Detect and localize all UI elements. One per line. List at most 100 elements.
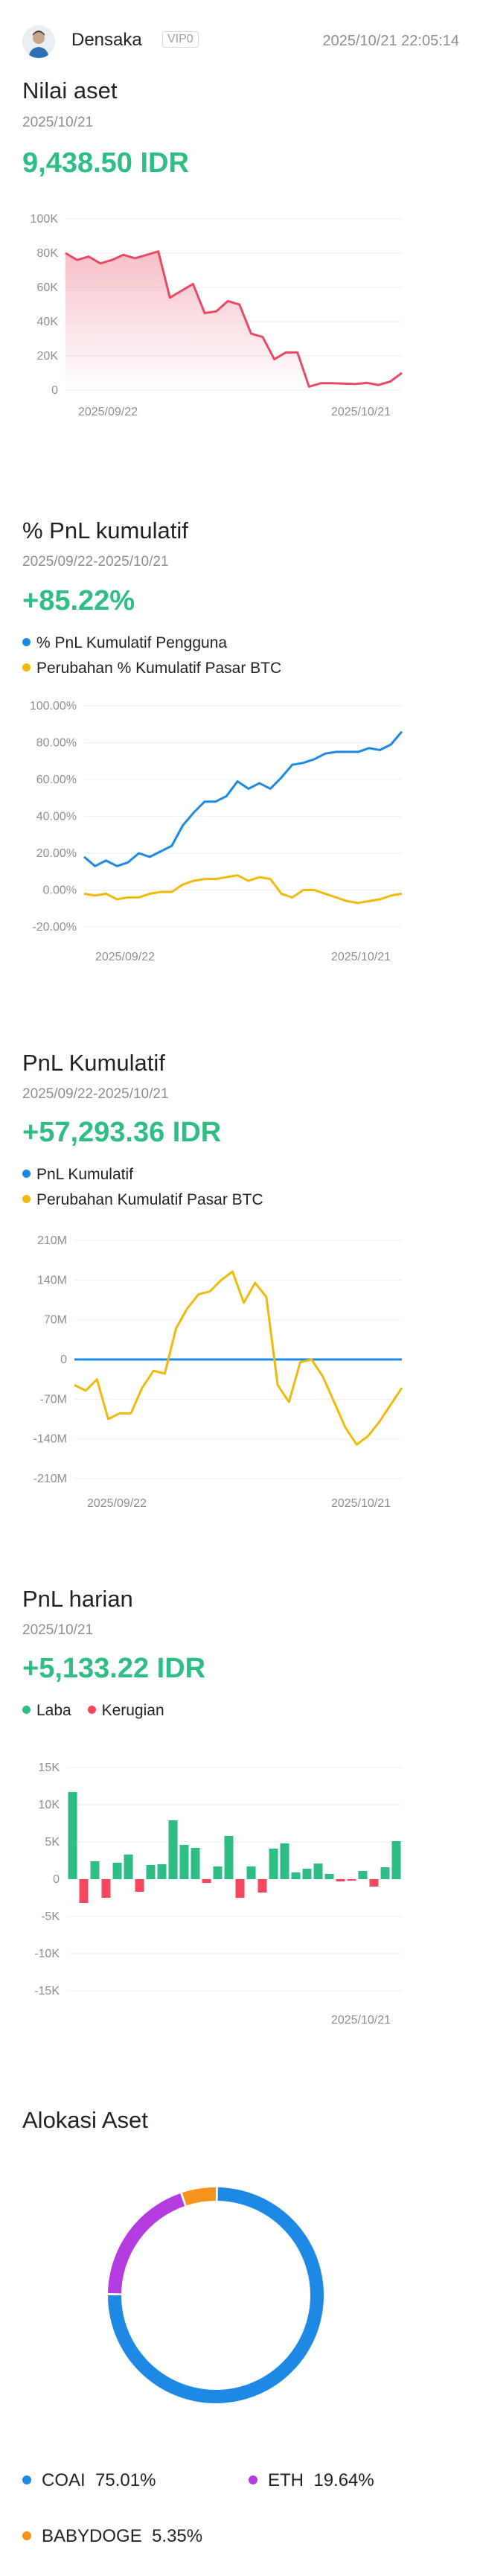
legend-dot-yellow [22,663,31,672]
bar [235,1879,245,1898]
bar [369,1879,379,1887]
y-tick-label: -140M [33,1433,67,1446]
asset-title: Nilai aset [22,77,118,103]
legend-dot-blue [22,637,31,646]
y-tick-label: 20K [37,350,59,363]
pnl-pct-date: 2025/09/22-2025/10/21 [22,554,169,570]
series-line-1 [65,250,403,388]
bar [358,1871,368,1879]
y-tick-label: -10K [34,1948,60,1960]
legend-label: Perubahan % Kumulatif Pasar BTC [36,660,282,677]
y-tick-label: -70M [40,1393,67,1406]
bar [391,1841,401,1879]
pnl-pct-chart: 100.00% 80.00% 60.00% 40.00% 20.00% 0.00% -20.… [30,700,403,963]
bar [191,1848,200,1879]
bar [101,1879,111,1898]
alloc-title: Alokasi Aset [22,2107,148,2133]
y-tick-label: -15K [34,1985,60,1998]
x-tick-label: 2025/10/21 [331,406,391,418]
bar [269,1849,278,1879]
x-tick-label: 2025/10/21 [331,951,391,963]
legend-item: PnL Kumulatif [22,1166,263,1184]
y-tick-label: 60K [37,281,59,294]
donut-slice-coai [108,2187,324,2403]
alloc-name: BABYDOGE [42,2526,142,2546]
y-tick-label: 60.00% [36,774,77,786]
donut-slice-eth [108,2193,185,2294]
pnl-daily-value: +5,133.22 IDR [22,1653,206,1684]
legend-item: Kerugian [87,1702,164,1720]
header: Densaka VIP0 2025/10/21 22:05:14 [0,0,480,82]
vip-badge: VIP0 [162,31,199,48]
y-tick-label: 40.00% [36,811,77,823]
avatar[interactable] [22,25,55,58]
pnl-cum-legend: PnL Kumulatif Perubahan Kumulatif Pasar … [22,1166,263,1217]
pnl-daily-date: 2025/10/21 [22,1622,94,1638]
bar [146,1865,156,1879]
y-tick-label: 100K [31,213,59,226]
bar [280,1843,289,1879]
pnl-cum-chart: 210M 140M 70M 0 -70M -140M -210M 2025/09/22 2025… [33,1234,403,1510]
bar [79,1879,89,1903]
y-tick-label: 5K [45,1836,60,1849]
legend-item: Perubahan % Kumulatif Pasar BTC [22,660,281,678]
bar [246,1866,256,1879]
y-tick-label: -20.00% [32,921,77,934]
bar [313,1864,323,1879]
pnl-pct-value: +85.22% [22,585,135,616]
asset-date: 2025/10/21 [22,115,94,130]
bar [213,1866,223,1879]
alloc-pct: 19.64% [313,2470,374,2490]
legend-label: Kerugian [101,1702,164,1719]
asset-section: Nilai aset 2025/10/21 9,438.50 IDR 100K 8… [0,0,480,491]
legend-item: Laba [22,1702,71,1720]
bar [347,1879,356,1881]
bar [380,1867,390,1879]
pnl-pct-section: % PnL kumulatif 2025/09/22-2025/10/21 +8… [0,0,480,1042]
series-line-1 [83,730,403,867]
pnl-cum-value: +57,293.36 IDR [22,1117,222,1148]
y-tick-label: 0.00% [43,884,77,897]
bar [168,1820,178,1879]
x-tick-label: 2025/09/22 [87,1497,147,1510]
legend-label: % PnL Kumulatif Pengguna [36,634,228,651]
y-tick-label: 140M [37,1274,67,1287]
y-tick-label: 80.00% [36,737,77,750]
alloc-donut-chart [108,2187,324,2403]
bar [324,1874,334,1879]
y-tick-label: 40K [37,316,59,328]
legend-dot-purple [249,2475,257,2484]
bar [291,1872,301,1879]
bar [336,1879,345,1881]
y-tick-label: -5K [41,1910,60,1923]
y-tick-label: 0 [60,1354,67,1366]
pnl-daily-chart: 15K 10K 5K 0 -5K -10K -15K 2025/10/21 [34,1762,402,2027]
y-tick-label: -210M [33,1473,67,1485]
alloc-legend-item: COAI 75.01% [22,2470,156,2491]
legend-dot-blue [22,2475,31,2484]
y-tick-label: 100.00% [30,700,77,712]
alloc-legend-item: ETH 19.64% [249,2470,374,2491]
y-tick-label: 10K [39,1799,60,1811]
bar [302,1869,312,1879]
x-tick-label: 2025/09/22 [78,406,138,418]
alloc-name: ETH [268,2470,304,2490]
alloc-legend-item: BABYDOGE 5.35% [22,2526,202,2547]
legend-label: Perubahan Kumulatif Pasar BTC [36,1191,263,1208]
bar [124,1855,133,1879]
alloc-pct: 5.35% [152,2526,203,2546]
asset-value: 9,438.50 IDR [22,147,189,179]
bar [224,1836,234,1879]
series-line-2 [83,874,403,905]
pnl-cum-date: 2025/09/22-2025/10/21 [22,1086,169,1102]
legend-label: PnL Kumulatif [36,1166,133,1183]
bar [157,1864,167,1879]
y-tick-label: 80K [37,247,59,260]
legend-label: Laba [36,1702,71,1719]
y-tick-label: 70M [44,1314,67,1327]
legend-dot-blue [22,1169,31,1178]
pnl-cum-title: PnL Kumulatif [22,1050,165,1076]
legend-dot-red [87,1705,96,1714]
legend-dot-yellow [22,1194,31,1203]
